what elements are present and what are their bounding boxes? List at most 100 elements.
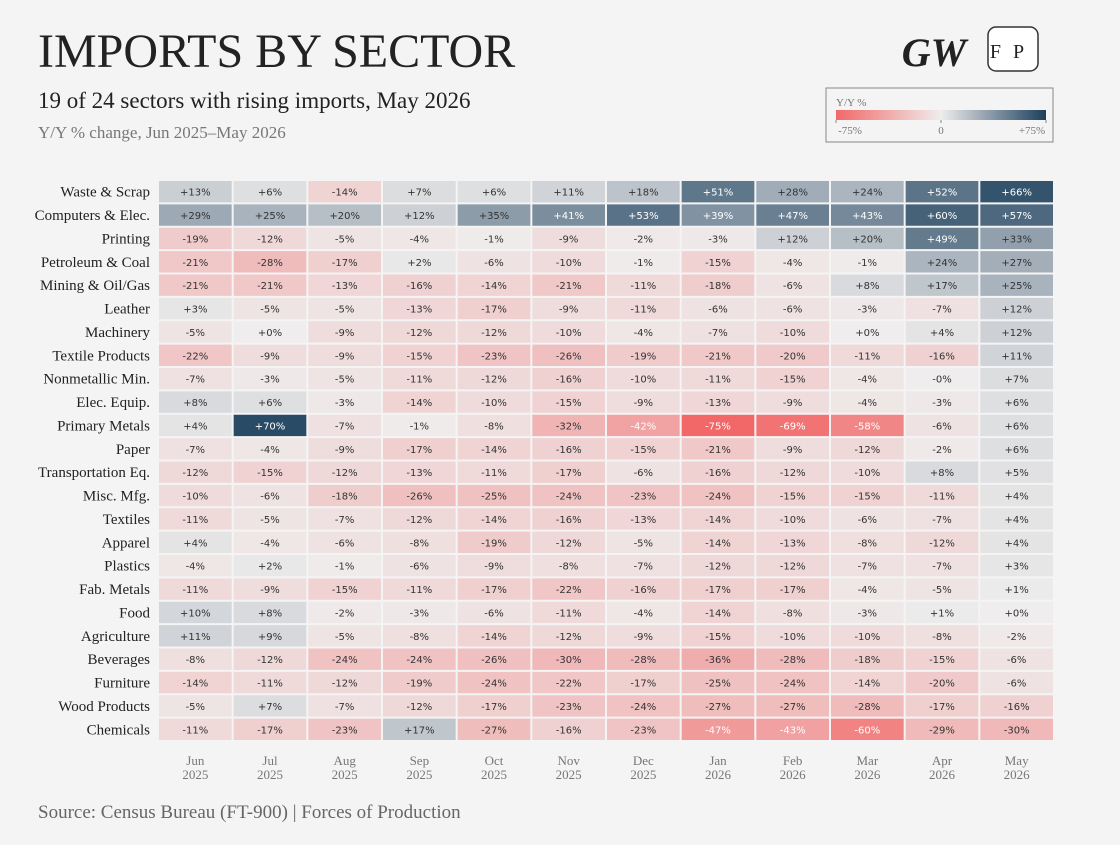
cell-label: +28% [777, 188, 808, 199]
cell-label: +10% [180, 608, 211, 619]
heatmap-cell [159, 484, 232, 507]
cell-label: -2% [335, 608, 354, 619]
cell-label: -4% [858, 375, 877, 386]
heatmap-cell [681, 671, 755, 694]
cell-label: +24% [927, 258, 958, 269]
heatmap-cell [233, 414, 307, 437]
heatmap-cell [308, 671, 381, 694]
cell-label: -1% [335, 562, 354, 573]
cell-label: -4% [858, 585, 877, 596]
cell-label: -19% [630, 351, 656, 362]
heatmap-cell [308, 227, 381, 250]
heatmap-cell [383, 414, 456, 437]
heatmap-cell [980, 344, 1053, 366]
row-label: Plastics [104, 559, 150, 575]
x-tick-label: Nov 2025 [556, 753, 582, 782]
cell-label: -5% [335, 234, 354, 245]
heatmap-cell [681, 414, 755, 437]
heatmap-cell [831, 648, 904, 670]
row-label: Apparel [102, 535, 150, 551]
cell-label: -28% [257, 258, 283, 269]
row-label: Chemicals [87, 722, 150, 738]
cell-label: +70% [255, 421, 286, 432]
cell-label: -15% [780, 492, 806, 503]
heatmap-cell [308, 321, 381, 343]
cell-label: +53% [628, 211, 659, 222]
cell-label: -58% [854, 421, 880, 432]
heatmap-cell [532, 625, 605, 647]
cell-label: +3% [1005, 562, 1029, 573]
cell-label: -24% [705, 492, 731, 503]
heatmap-cell [607, 227, 680, 250]
heatmap-cell [980, 414, 1053, 437]
cell-label: -18% [332, 492, 358, 503]
heatmap-cell [756, 297, 829, 320]
x-tick-label: Apr 2026 [929, 753, 956, 782]
cell-label: +24% [852, 188, 883, 199]
cell-label: -15% [780, 375, 806, 386]
cell-label: -6% [335, 538, 354, 549]
cell-label: -23% [332, 725, 358, 736]
heatmap-cell [383, 484, 456, 507]
cell-label: -6% [634, 468, 653, 479]
cell-label: -5% [186, 702, 205, 713]
heatmap-cell [233, 251, 307, 273]
cell-label: -16% [556, 725, 582, 736]
heatmap-cell [980, 648, 1053, 670]
heatmap-cell [457, 508, 531, 530]
cell-label: -12% [406, 702, 432, 713]
cell-label: -27% [481, 725, 507, 736]
cell-label: +20% [329, 211, 360, 222]
row-label: Furniture [94, 676, 150, 692]
cell-label: -23% [630, 725, 656, 736]
heatmap-cell [607, 181, 680, 203]
heatmap-cell [457, 297, 531, 320]
cell-label: -15% [705, 258, 731, 269]
heatmap-cell [905, 391, 979, 413]
cell-label: -7% [932, 305, 951, 316]
heatmap-cell [607, 578, 680, 600]
cell-label: -23% [481, 351, 507, 362]
cell-label: -13% [630, 515, 656, 526]
cell-label: -17% [780, 585, 806, 596]
heatmap-cell [831, 227, 904, 250]
heatmap-cell [607, 531, 680, 553]
heatmap-cell [457, 695, 531, 717]
cell-label: -6% [484, 608, 503, 619]
cell-label: -20% [780, 351, 806, 362]
heatmap-cell [831, 204, 904, 226]
heatmap-cell [383, 648, 456, 670]
cell-label: -12% [705, 562, 731, 573]
cell-label: +12% [777, 234, 808, 245]
cell-label: -6% [783, 305, 802, 316]
heatmap-cell [681, 391, 755, 413]
heatmap-cell [980, 531, 1053, 553]
cell-label: -9% [260, 351, 279, 362]
heatmap-cell [831, 695, 904, 717]
heatmap-cell [681, 181, 755, 203]
cell-label: -25% [481, 492, 507, 503]
heatmap-cell [756, 227, 829, 250]
cell-label: -17% [630, 679, 656, 690]
row-label: Fab. Metals [79, 582, 150, 598]
heatmap-cell [532, 251, 605, 273]
heatmap-cell [383, 531, 456, 553]
cell-label: -10% [854, 468, 880, 479]
cell-label: -7% [335, 421, 354, 432]
cell-label: -4% [634, 608, 653, 619]
cell-label: +6% [1005, 445, 1029, 456]
cell-label: -6% [484, 258, 503, 269]
heatmap-cell [980, 625, 1053, 647]
row-label: Food [119, 605, 150, 621]
heatmap-cell [457, 344, 531, 366]
heatmap-cell [457, 625, 531, 647]
cell-label: -9% [335, 445, 354, 456]
heatmap-cell [308, 181, 381, 203]
x-tick-label: May 2026 [1004, 753, 1031, 782]
cell-label: +6% [258, 398, 282, 409]
colorbar-tick-label: 0 [938, 125, 944, 137]
heatmap-cell [159, 344, 232, 366]
cell-label: +8% [930, 468, 954, 479]
cell-label: +9% [258, 632, 282, 643]
cell-label: +0% [258, 328, 282, 339]
